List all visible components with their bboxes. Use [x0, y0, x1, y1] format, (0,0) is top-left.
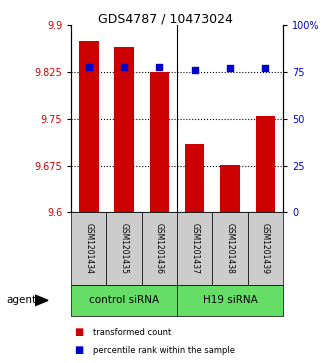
Bar: [79, 41, 99, 212]
Polygon shape: [35, 295, 48, 306]
Point: [263, 65, 268, 71]
Text: GSM1201436: GSM1201436: [155, 223, 164, 274]
Point: [192, 68, 197, 73]
Text: GSM1201435: GSM1201435: [119, 223, 129, 274]
Bar: [150, 72, 169, 212]
Text: GSM1201438: GSM1201438: [225, 223, 235, 274]
Bar: [185, 144, 205, 212]
Text: ■: ■: [74, 345, 84, 355]
Text: GSM1201434: GSM1201434: [84, 223, 93, 274]
Bar: [115, 47, 134, 212]
Text: ■: ■: [74, 327, 84, 337]
Bar: [256, 116, 275, 212]
Text: GDS4787 / 10473024: GDS4787 / 10473024: [98, 13, 233, 26]
Text: agent: agent: [7, 295, 37, 305]
Point: [86, 64, 91, 69]
Text: control siRNA: control siRNA: [89, 295, 159, 305]
Text: H19 siRNA: H19 siRNA: [203, 295, 258, 305]
Point: [227, 65, 233, 71]
Text: percentile rank within the sample: percentile rank within the sample: [93, 346, 235, 355]
Point: [121, 64, 127, 69]
Text: GSM1201437: GSM1201437: [190, 223, 199, 274]
Bar: [220, 165, 240, 212]
Point: [157, 64, 162, 69]
Text: transformed count: transformed count: [93, 328, 171, 337]
Text: GSM1201439: GSM1201439: [261, 223, 270, 274]
